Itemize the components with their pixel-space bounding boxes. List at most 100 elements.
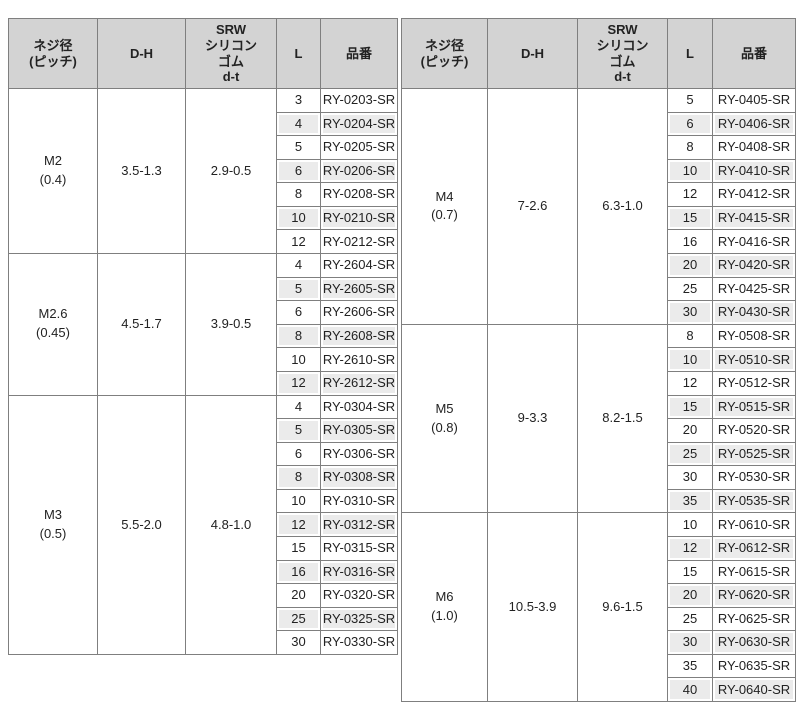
part-number-cell: RY-0510-SR [712,347,796,372]
length-cell: 12 [667,535,713,561]
length-cell: 5 [667,88,713,113]
table-row: M3 (0.5) 5.5-2.0 4.8-1.0 4 RY-0304-SR [8,394,398,655]
table-row: 12 RY-0312-SR [9,512,398,537]
col-header-dh: D-H [487,18,578,89]
part-number-cell: RY-0315-SR [320,535,398,561]
part-number-cell: RY-0515-SR [712,394,796,420]
length-cell: 6 [276,441,321,467]
part-number-cell: RY-0412-SR [712,182,796,207]
col-header-length: L [667,18,713,89]
length-cell: 5 [276,135,321,160]
col-header-screw-size: ネジ径 (ピッチ) [8,18,98,89]
header-row: ネジ径 (ピッチ) D-H SRW シリコン ゴム d-t L 品番 [401,18,796,89]
length-cell: 30 [667,630,713,655]
length-cell: 4 [276,111,321,137]
part-number-cell: RY-0415-SR [712,205,796,231]
table-row: 12 RY-0412-SR [402,182,796,207]
table-row: 12 RY-0212-SR [9,229,398,255]
part-number-cell: RY-0425-SR [712,276,796,302]
length-cell: 12 [667,370,713,396]
length-cell: 8 [667,135,713,160]
length-cell: 10 [276,488,321,514]
table-row: 16 RY-0416-SR [402,229,796,255]
table-row: 30 RY-0630-SR [402,630,796,655]
part-number-cell: RY-0640-SR [712,677,796,703]
part-number-cell: RY-2610-SR [320,347,398,372]
part-number-cell: RY-0520-SR [712,418,796,443]
table-row: 10 RY-0210-SR [9,205,398,231]
length-cell: 6 [667,111,713,137]
header-row: ネジ径 (ピッチ) D-H SRW シリコン ゴム d-t L 品番 [8,18,398,89]
part-number-cell: RY-0525-SR [712,441,796,467]
length-cell: 25 [667,276,713,302]
part-number-cell: RY-0205-SR [320,135,398,160]
table-header: ネジ径 (ピッチ) D-H SRW シリコン ゴム d-t L 品番 [8,18,398,89]
part-number-cell: RY-0420-SR [712,253,796,278]
table-row: M2 (0.4) 3.5-1.3 2.9-0.5 3 RY-0203-SR [8,87,398,255]
table-row: 12 RY-2612-SR [9,370,398,396]
part-number-cell: RY-2605-SR [320,276,398,302]
table-row: 6 RY-0406-SR [402,111,796,137]
table-row: 4 RY-0204-SR [9,111,398,137]
length-cell: 25 [667,606,713,632]
part-number-cell: RY-0306-SR [320,441,398,467]
length-cell: 15 [667,205,713,231]
length-cell: 12 [276,229,321,255]
part-number-cell: RY-2604-SR [320,253,398,278]
length-cell: 12 [276,370,321,396]
part-number-cell: RY-0416-SR [712,229,796,255]
part-number-cell: RY-0635-SR [712,653,796,679]
col-header-srw-silicone: SRW シリコン ゴム d-t [577,18,668,89]
length-cell: 8 [276,323,321,349]
part-number-cell: RY-0615-SR [712,559,796,585]
length-cell: 30 [667,465,713,490]
table-row: 16 RY-0316-SR [9,559,398,585]
spec-table-left: ネジ径 (ピッチ) D-H SRW シリコン ゴム d-t L 品番 M2 (0… [8,18,398,655]
length-cell: 20 [667,583,713,608]
table-row: 20 RY-0620-SR [402,583,796,608]
length-cell: 5 [276,418,321,443]
part-number-cell: RY-0206-SR [320,158,398,184]
part-number-cell: RY-0305-SR [320,418,398,443]
part-number-cell: RY-0312-SR [320,512,398,537]
length-cell: 6 [276,300,321,325]
length-cell: 35 [667,653,713,679]
part-number-cell: RY-0330-SR [320,630,398,655]
srw-cell: 9.6-1.5 [577,512,668,703]
screw-size-cell: M6 (1.0) [401,512,488,703]
col-header-srw-silicone: SRW シリコン ゴム d-t [185,18,277,89]
length-cell: 25 [667,441,713,467]
part-number-cell: RY-0508-SR [712,323,796,349]
part-number-cell: RY-0512-SR [712,370,796,396]
part-number-cell: RY-2612-SR [320,370,398,396]
table-row: 10 RY-0310-SR [9,488,398,514]
length-cell: 4 [276,253,321,278]
table-row: M4 (0.7) 7-2.6 6.3-1.0 5 RY-0405-SR [401,88,796,325]
length-cell: 15 [276,535,321,561]
table-row: 30 RY-0530-SR [402,465,796,490]
table-row: M6 (1.0) 10.5-3.9 9.6-1.5 10 RY-0610-SR [401,512,796,703]
table-row: 40 RY-0640-SR [402,677,796,703]
table-header: ネジ径 (ピッチ) D-H SRW シリコン ゴム d-t L 品番 [401,18,796,89]
length-cell: 10 [276,205,321,231]
length-cell: 20 [276,583,321,608]
screw-size-cell: M4 (0.7) [401,88,488,325]
length-cell: 20 [667,253,713,278]
length-cell: 12 [276,512,321,537]
screw-size-cell: M2 (0.4) [8,87,98,255]
table-row: 12 RY-0512-SR [402,370,796,396]
part-number-cell: RY-2606-SR [320,300,398,325]
table-row: M2.6 (0.45) 4.5-1.7 3.9-0.5 4 RY-2604-SR [8,253,398,396]
spec-table-right: ネジ径 (ピッチ) D-H SRW シリコン ゴム d-t L 品番 M4 (0… [401,18,796,703]
part-number-cell: RY-0410-SR [712,158,796,184]
table-row: 5 RY-0305-SR [9,418,398,443]
part-number-cell: RY-0612-SR [712,535,796,561]
part-number-cell: RY-0610-SR [712,512,796,537]
srw-cell: 6.3-1.0 [577,88,668,325]
col-header-length: L [276,18,321,89]
table-row: 25 RY-0525-SR [402,441,796,467]
col-header-dh: D-H [97,18,186,89]
col-header-part-number: 品番 [712,18,796,89]
table-row: 12 RY-0612-SR [402,535,796,561]
